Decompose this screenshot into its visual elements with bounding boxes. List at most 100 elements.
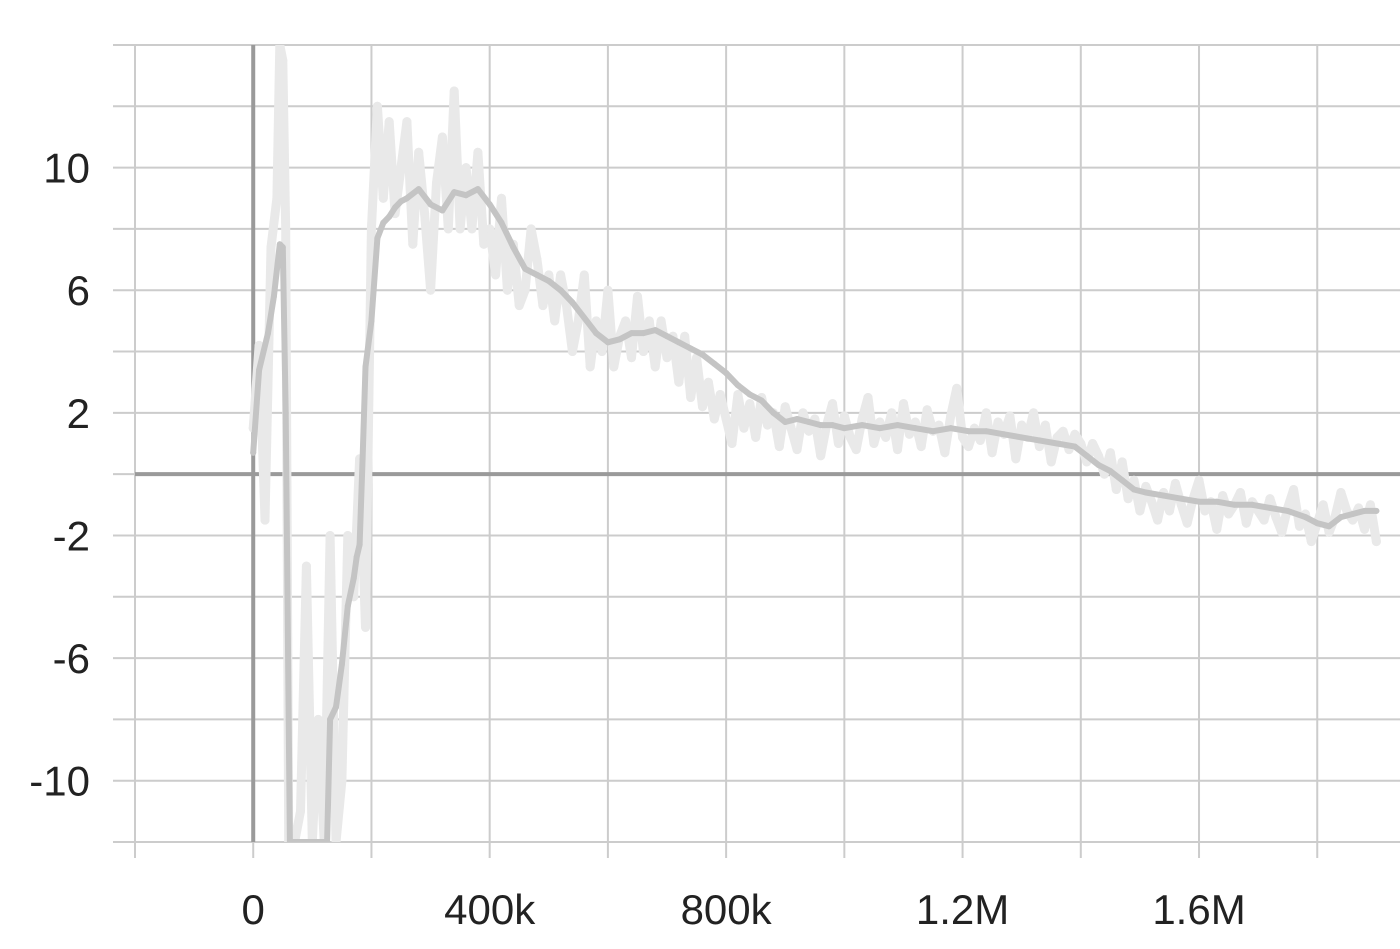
raw-line-point <box>1271 512 1281 522</box>
smoothed-line-point <box>256 366 263 373</box>
smoothed-line-point <box>947 425 954 432</box>
raw-line-point <box>408 239 418 249</box>
raw-line-point <box>278 55 288 65</box>
raw-line-point <box>798 408 808 418</box>
raw-line-point <box>1017 420 1027 430</box>
smoothed-line-point <box>1231 501 1238 508</box>
smoothed-line-point <box>270 293 277 300</box>
raw-line-point <box>857 414 867 424</box>
raw-line-point <box>455 224 465 234</box>
raw-line-point <box>550 316 560 326</box>
raw-line-point <box>662 353 672 363</box>
raw-line-point <box>1265 494 1275 504</box>
raw-line-point <box>437 132 447 142</box>
raw-line-point <box>414 147 424 157</box>
raw-line-point <box>1070 429 1080 439</box>
smoothed-line-point <box>285 716 292 723</box>
smoothed-line-point <box>770 409 777 416</box>
smoothed-line-point <box>664 333 671 340</box>
smoothed-line-point <box>723 369 730 376</box>
smoothed-line-point <box>324 839 331 842</box>
x-tick-labels: 0 400k 800k 1.2M 1.6M <box>242 886 1246 933</box>
raw-line-point <box>378 193 388 203</box>
smoothed-line-point <box>859 422 866 429</box>
raw-line-point <box>449 86 459 96</box>
smoothed-line-point <box>1249 501 1256 508</box>
smoothed-line-point <box>1213 498 1220 505</box>
smoothed-line <box>250 186 1380 842</box>
raw-line-point <box>467 224 477 234</box>
smoothed-line-point <box>1361 507 1368 514</box>
raw-line-point <box>461 163 471 173</box>
smoothed-line-point <box>983 428 990 435</box>
smoothed-line-point <box>1107 468 1114 475</box>
raw-line-point <box>331 837 341 842</box>
raw-line-point <box>1123 494 1133 504</box>
raw-line-point <box>733 389 743 399</box>
raw-line-point <box>1318 500 1328 510</box>
smoothed-line-point <box>282 409 289 416</box>
raw-line-point <box>786 423 796 433</box>
raw-line-point <box>443 224 453 234</box>
raw-line-point <box>1052 432 1062 442</box>
smoothed-line-point <box>640 330 647 337</box>
smoothed-line-point <box>359 455 366 462</box>
y-tick-labels: 10 6 2 -2 -6 -10 <box>29 145 90 805</box>
raw-line-point <box>881 432 891 442</box>
smoothed-line-point <box>593 330 600 337</box>
raw-line-point <box>343 530 353 540</box>
smoothed-line-point <box>368 317 375 324</box>
raw-line-point <box>721 414 731 424</box>
raw-line-point <box>325 530 335 540</box>
smoothed-line-point <box>486 201 493 208</box>
raw-line-point <box>1170 478 1180 488</box>
raw-line-point <box>621 316 631 326</box>
raw-line-point <box>609 362 619 372</box>
raw-line-point <box>898 399 908 409</box>
raw-line-point <box>1241 518 1251 528</box>
raw-line-point <box>627 353 637 363</box>
raw-line-point <box>1348 515 1358 525</box>
raw-line-point <box>638 347 648 357</box>
smoothed-line-point <box>876 425 883 432</box>
raw-line-point <box>680 331 690 341</box>
raw-line-point <box>597 347 607 357</box>
raw-line-point <box>686 393 696 403</box>
smoothed-line-point <box>510 244 517 251</box>
y-tick-label: -10 <box>29 758 90 805</box>
smoothed-line-point <box>250 449 257 456</box>
raw-line-point <box>396 163 406 173</box>
smoothed-line-point <box>1373 507 1380 514</box>
raw-line-point <box>266 242 276 252</box>
raw-line-point <box>644 316 654 326</box>
smoothed-line-point <box>356 541 363 548</box>
raw-line-point <box>485 224 495 234</box>
smoothed-line-point <box>1284 507 1291 514</box>
smoothed-line-point <box>1119 477 1126 484</box>
smoothed-line-point <box>463 192 470 199</box>
smoothed-line-point <box>427 201 434 208</box>
raw-line-point <box>431 178 441 188</box>
raw-line-point <box>774 442 784 452</box>
y-tick-label: -6 <box>53 635 90 682</box>
smoothed-line-point <box>318 839 325 842</box>
raw-line-point <box>585 362 595 372</box>
smoothed-line-point <box>309 839 316 842</box>
x-tick-label: 0 <box>242 886 265 933</box>
raw-line-point <box>1058 426 1068 436</box>
raw-line-point <box>981 408 991 418</box>
raw-line-point <box>254 340 264 350</box>
smoothed-line-point <box>265 330 272 337</box>
raw-line-point <box>301 561 311 571</box>
raw-line-point <box>1371 537 1381 547</box>
raw-line <box>248 45 1381 842</box>
raw-line-point <box>709 414 719 424</box>
y-tick-label: 6 <box>67 267 90 314</box>
raw-line-point <box>792 445 802 455</box>
raw-line-point <box>940 448 950 458</box>
x-tick-label: 1.2M <box>916 886 1009 933</box>
raw-line-point <box>603 285 613 295</box>
smoothed-line-point <box>569 299 576 306</box>
smoothed-line-point <box>439 207 446 214</box>
